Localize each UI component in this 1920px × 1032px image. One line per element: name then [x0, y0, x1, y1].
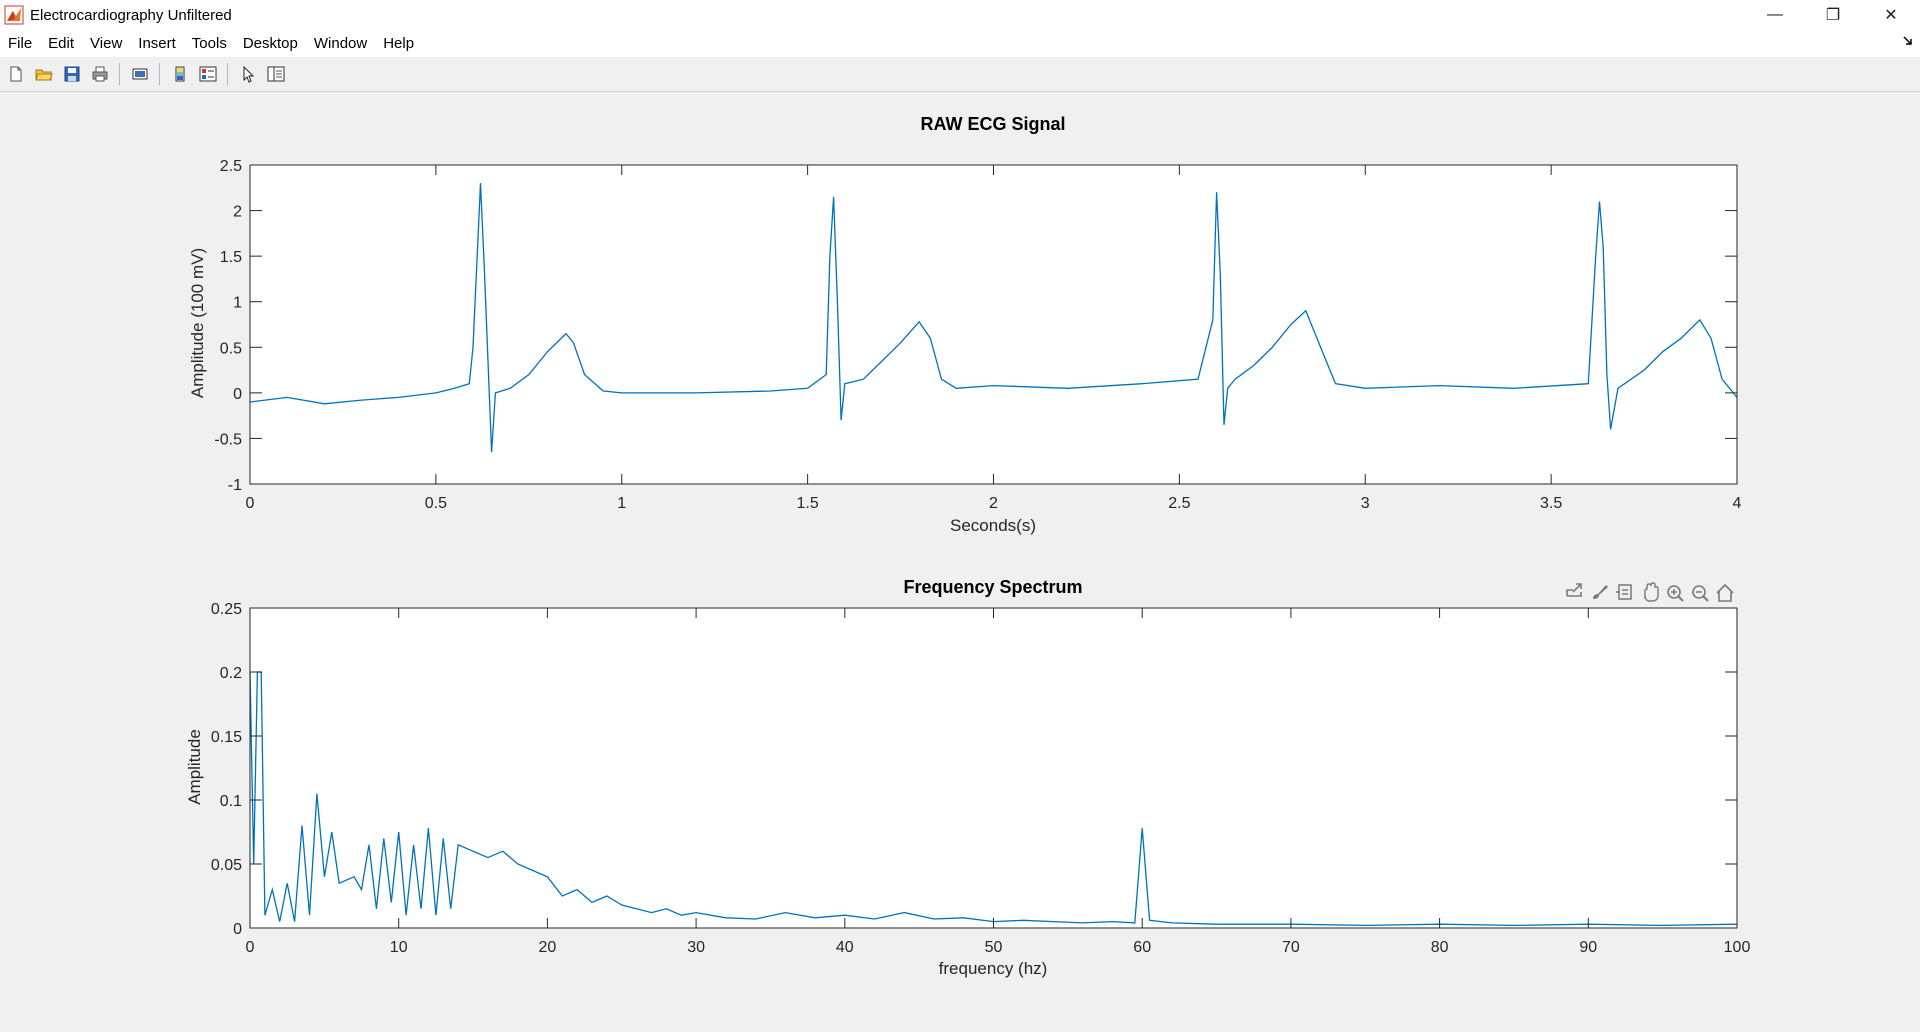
- plot-area: [250, 608, 1737, 928]
- y-tick-label: 1: [233, 295, 242, 312]
- y-tick-label: 2: [233, 204, 242, 221]
- y-tick-label: 2.5: [220, 158, 242, 175]
- insert-colorbar-button[interactable]: [168, 62, 192, 86]
- brush-icon[interactable]: [1593, 585, 1608, 599]
- open-file-button[interactable]: [32, 62, 56, 86]
- x-tick-label: 100: [1724, 939, 1751, 956]
- open-file-icon: [35, 69, 53, 81]
- x-tick-label: 50: [985, 939, 1003, 956]
- y-tick-label: 0: [233, 386, 242, 403]
- x-tick-label: 90: [1579, 939, 1597, 956]
- x-tick-label: 20: [539, 939, 557, 956]
- edit-plot-button[interactable]: [236, 62, 260, 86]
- toolbar-separator: [119, 63, 120, 85]
- x-tick-label: 0: [246, 939, 255, 956]
- x-tick-label: 0.5: [425, 495, 447, 512]
- x-tick-label: 3: [1361, 495, 1370, 512]
- y-tick-label: 0.15: [211, 729, 242, 746]
- x-tick-label: 70: [1282, 939, 1300, 956]
- property-inspector-button[interactable]: [264, 62, 288, 86]
- x-tick-label: 0: [246, 495, 255, 512]
- y-tick-label: 0.05: [211, 857, 242, 874]
- chart-title: Frequency Spectrum: [903, 577, 1082, 597]
- toolbar-separator: [159, 63, 160, 85]
- window-controls: — ❐ ✕: [1746, 0, 1920, 30]
- restore-button[interactable]: ❐: [1804, 0, 1862, 30]
- pan-icon[interactable]: [1644, 582, 1659, 602]
- y-tick-label: 0.1: [220, 793, 242, 810]
- x-tick-label: 1.5: [797, 495, 819, 512]
- menu-insert[interactable]: Insert: [138, 35, 176, 52]
- figure-canvas: RAW ECG Signal Seconds(s) Amplitude (100…: [0, 92, 1920, 1027]
- insert-legend-button[interactable]: [196, 62, 220, 86]
- print-icon: [92, 66, 108, 82]
- menu-bar: File Edit View Insert Tools Desktop Wind…: [0, 30, 1920, 57]
- minimize-button[interactable]: —: [1746, 0, 1804, 30]
- restore-view-icon[interactable]: [1716, 583, 1734, 602]
- zoom-in-icon[interactable]: [1667, 585, 1684, 602]
- zoom-out-icon[interactable]: [1692, 585, 1709, 602]
- menu-edit[interactable]: Edit: [48, 35, 75, 52]
- y-tick-label: 0.25: [211, 601, 242, 618]
- y-axis-label: Amplitude (100 mV): [188, 248, 207, 398]
- menu-help[interactable]: Help: [383, 35, 415, 52]
- y-tick-label: 1.5: [220, 249, 242, 266]
- x-tick-label: 30: [687, 939, 705, 956]
- save-icon: [64, 66, 80, 82]
- x-tick-label: 3.5: [1540, 495, 1562, 512]
- y-tick-label: 0.5: [220, 340, 242, 357]
- x-tick-label: 80: [1431, 939, 1449, 956]
- link-plot-button[interactable]: [128, 62, 152, 86]
- insert-legend-icon: [199, 66, 217, 82]
- menu-desktop[interactable]: Desktop: [242, 35, 298, 52]
- x-tick-label: 40: [836, 939, 854, 956]
- restore-icon: ❐: [1825, 7, 1841, 24]
- close-icon: ✕: [1884, 7, 1898, 24]
- y-tick-label: 0: [233, 921, 242, 938]
- x-tick-label: 1: [617, 495, 626, 512]
- matlab-logo-icon: [4, 5, 24, 25]
- menu-file[interactable]: File: [8, 35, 33, 52]
- title-bar: Electrocardiography Unfiltered — ❐ ✕: [0, 0, 1920, 30]
- x-tick-label: 2.5: [1168, 495, 1190, 512]
- new-figure-icon: [10, 66, 22, 82]
- window-title: Electrocardiography Unfiltered: [30, 6, 232, 24]
- insert-colorbar-icon: [175, 66, 185, 82]
- y-tick-label: 0.2: [220, 665, 242, 682]
- link-plot-icon: [132, 68, 148, 80]
- data-tips-icon[interactable]: [1616, 584, 1632, 600]
- x-axis-label: Seconds(s): [950, 516, 1036, 535]
- dock-figure-icon[interactable]: [1902, 34, 1914, 46]
- figure-svg: RAW ECG Signal Seconds(s) Amplitude (100…: [185, 114, 1750, 978]
- y-tick-label: -1: [228, 477, 242, 494]
- x-tick-label: 60: [1133, 939, 1151, 956]
- edit-plot-icon: [243, 65, 255, 83]
- x-tick-label: 2: [989, 495, 998, 512]
- minimize-icon: —: [1767, 6, 1783, 23]
- x-axis-label: frequency (hz): [939, 959, 1048, 978]
- series-line: [249, 183, 1738, 453]
- axes-frequency-spectrum[interactable]: Frequency Spectrum frequency (hz) Amplit…: [185, 577, 1750, 978]
- menu-tools[interactable]: Tools: [191, 35, 227, 52]
- save-button[interactable]: [60, 62, 84, 86]
- figure-toolbar: [0, 57, 1920, 92]
- x-tick-label: 10: [390, 939, 408, 956]
- export-icon[interactable]: [1566, 583, 1582, 597]
- series-line: [249, 671, 1738, 927]
- y-tick-label: -0.5: [214, 431, 242, 448]
- chart-title: RAW ECG Signal: [920, 114, 1065, 134]
- property-inspector-icon: [267, 66, 285, 82]
- toolbar-separator: [227, 63, 228, 85]
- axes-raw-ecg[interactable]: RAW ECG Signal Seconds(s) Amplitude (100…: [188, 114, 1742, 535]
- close-button[interactable]: ✕: [1862, 0, 1920, 30]
- plot-area: [250, 165, 1737, 484]
- axes-toolbar: [1566, 582, 1734, 602]
- menu-view[interactable]: View: [90, 35, 123, 52]
- new-figure-button[interactable]: [4, 62, 28, 86]
- x-tick-label: 4: [1733, 495, 1742, 512]
- print-button[interactable]: [88, 62, 112, 86]
- y-axis-label: Amplitude: [185, 729, 204, 805]
- menu-window[interactable]: Window: [313, 35, 368, 52]
